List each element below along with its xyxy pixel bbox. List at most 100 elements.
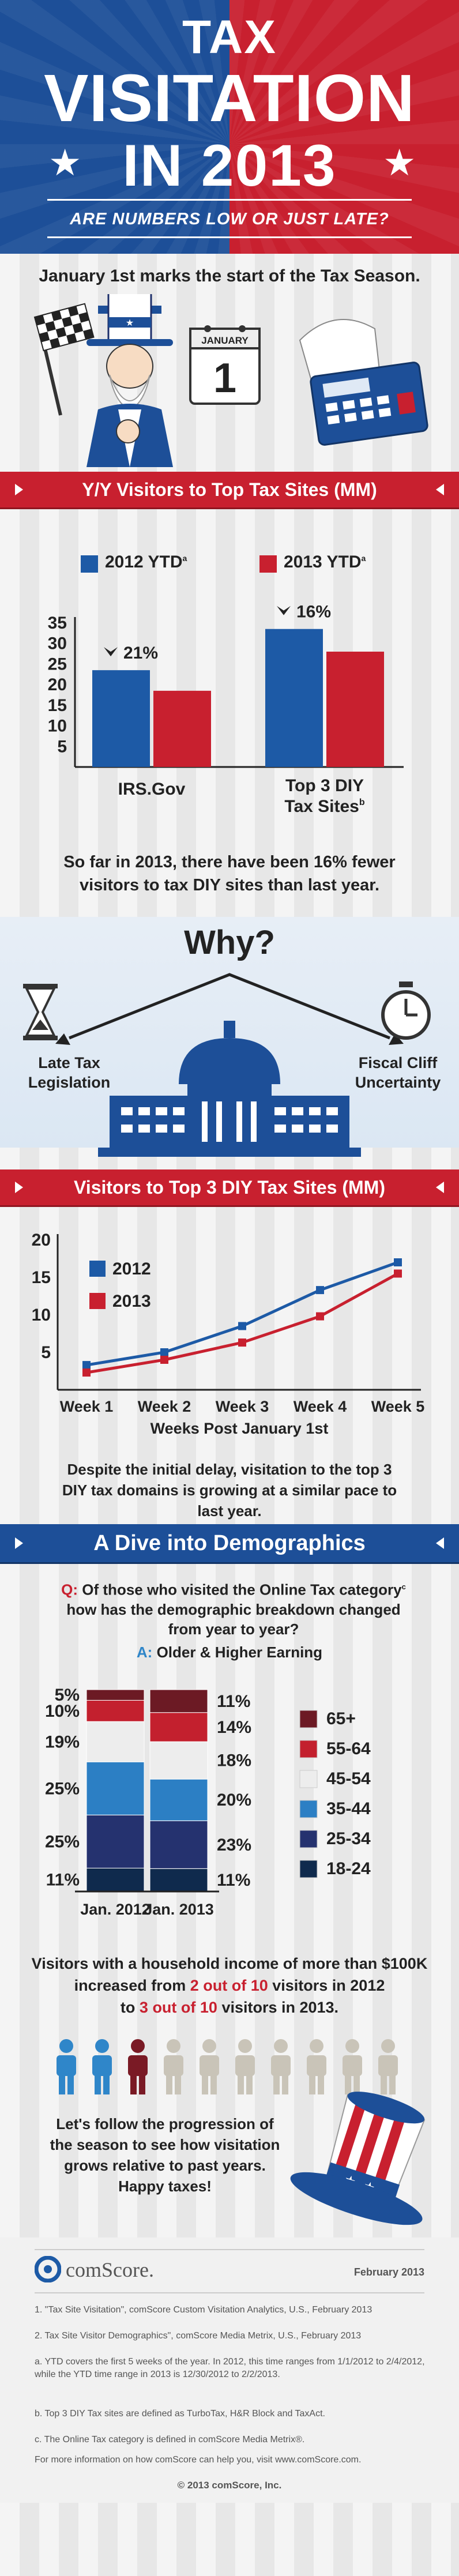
section-3-title: A Dive into Demographics <box>93 1531 366 1555</box>
y-tick-label: 10 <box>32 1306 51 1325</box>
legend-label-25-34: 25-34 <box>326 1829 371 1848</box>
stack-segment-35-44 <box>149 1778 208 1821</box>
legend-swatch-2012 <box>89 1261 106 1277</box>
x-category-label: IRS.Gov <box>118 780 186 799</box>
point-2013 <box>394 1269 402 1278</box>
person-icon <box>57 2039 76 2094</box>
stack-segment-55-64 <box>149 1712 208 1742</box>
legend-swatch-45-54 <box>299 1770 318 1788</box>
copyright: © 2013 comScore, Inc. <box>177 2480 282 2491</box>
legend-swatch-2013 <box>259 555 277 573</box>
section-2-ribbon: Visitors to Top 3 DIY Tax Sites (MM) <box>0 1169 459 1205</box>
x-category-label: Jan. 2012 <box>80 1901 151 1918</box>
person-icon <box>307 2039 326 2094</box>
legend-label-55-64: 55-64 <box>326 1739 371 1758</box>
stack-segment-25-34 <box>149 1820 208 1869</box>
x-category-label: Jan. 2013 <box>144 1901 214 1918</box>
intro-text: January 1st marks the start of the Tax S… <box>39 266 420 285</box>
legend-label-2012: 2012 YTDa <box>105 552 187 571</box>
x-tick-label: Week 1 <box>60 1398 114 1415</box>
down-arrow-icon <box>104 647 118 657</box>
y-tick-label: 10 <box>48 717 67 736</box>
divider <box>47 199 412 201</box>
stack-segment-35-44 <box>86 1761 145 1815</box>
segment-label: 11% <box>217 1871 250 1890</box>
segment-label: 5% <box>55 1686 80 1705</box>
section-2-title: Visitors to Top 3 DIY Tax Sites (MM) <box>74 1177 385 1198</box>
person-icon <box>235 2039 255 2094</box>
legend-swatch-65+ <box>299 1710 318 1728</box>
stack-segment-65+ <box>86 1689 145 1701</box>
y-tick-label: 30 <box>48 634 67 653</box>
point-2012 <box>316 1286 324 1295</box>
legend-label-2012: 2012 <box>112 1259 151 1278</box>
more-info: For more information on how comScore can… <box>35 2455 362 2465</box>
stack-segment-45-54 <box>149 1741 208 1780</box>
y-tick-label: 25 <box>48 655 67 674</box>
bar-2012-ytd <box>92 670 150 767</box>
point-2013 <box>82 1368 91 1377</box>
svg-text:★: ★ <box>126 317 134 328</box>
legend-swatch-2012 <box>81 555 98 573</box>
uncle-sam-icon: ★ <box>86 294 173 467</box>
section-3-ribbon: A Dive into Demographics <box>0 1524 459 1562</box>
segment-label: 11% <box>46 1871 80 1890</box>
y-tick-label: 15 <box>32 1268 51 1287</box>
section-1-title: Y/Y Visitors to Top Tax Sites (MM) <box>82 479 377 500</box>
legend-label-2013: 2013 <box>112 1292 151 1311</box>
person-icon <box>343 2039 362 2094</box>
point-2012 <box>394 1258 402 1266</box>
segment-label: 10% <box>45 1702 80 1721</box>
stack-segment-18-24 <box>149 1868 208 1892</box>
capitol-building-icon <box>98 1021 361 1157</box>
legend-swatch-18-24 <box>299 1860 318 1878</box>
footer-date: February 2013 <box>353 2266 424 2278</box>
change-annotation: 21% <box>123 644 158 663</box>
section-1-ribbon: Y/Y Visitors to Top Tax Sites (MM) <box>0 472 459 507</box>
segment-label: 18% <box>217 1751 251 1770</box>
legend-label-45-54: 45-54 <box>326 1769 371 1788</box>
person-icon <box>200 2039 219 2094</box>
title-line-1: TAX <box>182 11 277 63</box>
answer-text: A: Older & Higher Earning <box>136 1644 323 1661</box>
x-tick-label: Week 3 <box>216 1398 269 1415</box>
demographics-stacked-chart: 11%25%25%19%10%5%Jan. 201211%23%20%18%14… <box>45 1686 371 1918</box>
x-category-label: Top 3 DIY <box>285 776 364 795</box>
point-2013 <box>160 1356 168 1364</box>
bar-2013-ytd <box>326 652 384 767</box>
stack-segment-65+ <box>149 1689 208 1713</box>
income-line-2: increased from 2 out of 10 visitors in 2… <box>74 1977 385 1994</box>
why-illustration <box>23 973 431 1157</box>
footnote-b: b. Top 3 DIY Tax sites are defined as Tu… <box>35 2409 325 2419</box>
subtitle: ARE NUMBERS LOW OR JUST LATE? <box>70 210 389 228</box>
stopwatch-icon <box>381 981 431 1040</box>
footnote-a: a. YTD covers the first 5 weeks of the y… <box>35 2357 425 2379</box>
y-tick-label: 15 <box>48 696 67 715</box>
x-tick-label: Week 5 <box>371 1398 425 1415</box>
legend-swatch-35-44 <box>299 1800 318 1818</box>
point-2013 <box>238 1338 246 1347</box>
title-line-3: IN 2013 <box>122 133 337 198</box>
segment-label: 25% <box>45 1832 80 1851</box>
section-2-summary: Despite the initial delay, visitation to… <box>62 1461 397 1520</box>
legend-label-2013: 2013 YTDa <box>284 552 366 571</box>
segment-label: 23% <box>217 1836 251 1855</box>
star-icon: ★ <box>48 142 82 183</box>
segment-label: 25% <box>45 1779 80 1798</box>
y-tick-label: 5 <box>41 1343 51 1362</box>
x-tick-label: Week 2 <box>138 1398 191 1415</box>
stack-segment-25-34 <box>86 1814 145 1868</box>
hero-banner: TAX VISITATION IN 2013 ★ ★ ARE NUMBERS L… <box>0 0 459 254</box>
person-icon <box>271 2039 291 2094</box>
segment-label: 14% <box>217 1718 251 1737</box>
footnote-2: 2. Tax Site Visitor Demographics", comSc… <box>35 2331 362 2341</box>
calculator-icon <box>299 319 428 446</box>
why-right-label: Fiscal Cliff Uncertainty <box>355 1054 441 1091</box>
stack-segment-55-64 <box>86 1699 145 1722</box>
person-icon <box>92 2039 112 2094</box>
x-tick-label: Week 4 <box>294 1398 347 1415</box>
comscore-logo-icon <box>35 2256 61 2282</box>
person-icon <box>128 2039 148 2094</box>
footnote-1: 1. "Tax Site Visitation", comScore Custo… <box>35 2305 373 2315</box>
